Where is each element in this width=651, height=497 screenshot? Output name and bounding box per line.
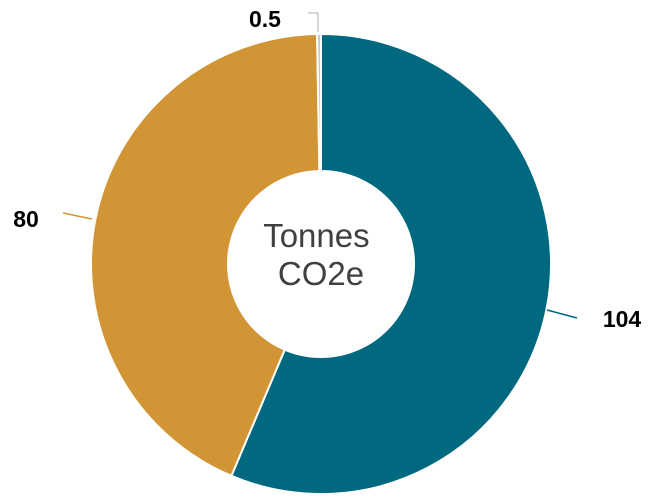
leader-lines bbox=[62, 12, 578, 319]
center-label-line-1: Tonnes bbox=[263, 217, 369, 254]
slice-0.5 bbox=[316, 32, 322, 173]
slice-80 bbox=[90, 33, 321, 478]
center-label-line-2: CO2e bbox=[278, 255, 364, 292]
data-labels: 104 80 0.5 bbox=[13, 6, 641, 332]
data-label-104: 104 bbox=[603, 306, 642, 332]
slice-104 bbox=[230, 32, 552, 495]
donut-slices bbox=[90, 32, 552, 495]
leader-line-0.5 bbox=[308, 12, 319, 32]
data-label-0.5: 0.5 bbox=[249, 6, 281, 32]
data-label-80: 80 bbox=[13, 206, 39, 232]
leader-line-104 bbox=[546, 309, 578, 319]
center-label: Tonnes CO2e bbox=[263, 217, 379, 292]
leader-line-80 bbox=[62, 212, 93, 220]
